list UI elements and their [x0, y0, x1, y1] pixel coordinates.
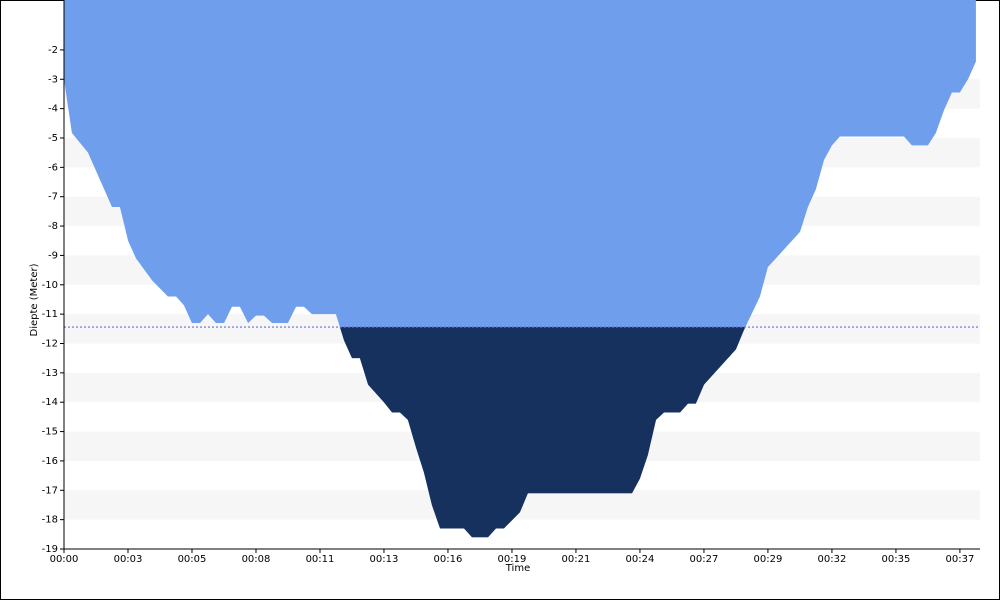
x-axis-label: Time [505, 563, 530, 574]
y-tick-label: -3 [48, 74, 58, 85]
x-tick-label: 00:05 [178, 554, 207, 565]
y-tick-label: -9 [48, 250, 58, 261]
y-tick-label: -5 [48, 133, 58, 144]
y-tick-label: -15 [42, 427, 58, 438]
x-tick-label: 00:21 [562, 554, 591, 565]
x-tick-label: 00:37 [945, 554, 974, 565]
x-tick-label: 00:11 [306, 554, 335, 565]
x-tick-label: 00:27 [690, 554, 719, 565]
y-axis-label: Diepte (Meter) [29, 263, 40, 336]
y-tick-label: -6 [48, 162, 58, 173]
y-tick-label: -18 [42, 515, 58, 526]
y-tick-label: -4 [48, 104, 58, 115]
x-tick-label: 00:19 [498, 554, 527, 565]
y-tick-label: -7 [48, 192, 58, 203]
x-tick-label: 00:24 [626, 554, 655, 565]
y-tick-label: -14 [42, 397, 58, 408]
y-tick-label: -19 [42, 544, 58, 555]
x-tick-label: 00:13 [370, 554, 399, 565]
x-tick-label: 00:00 [50, 554, 79, 565]
x-tick-label: 00:03 [114, 554, 143, 565]
y-tick-label: -16 [42, 456, 58, 467]
y-tick-label: -8 [48, 221, 58, 232]
y-tick-label: -11 [42, 309, 58, 320]
x-tick-label: 00:08 [242, 554, 271, 565]
y-tick-label: -12 [42, 338, 58, 349]
y-tick-label: -17 [42, 485, 58, 496]
x-tick-label: 00:35 [882, 554, 911, 565]
y-tick-label: -2 [48, 45, 58, 56]
x-tick-label: 00:32 [818, 554, 847, 565]
y-tick-label: -13 [42, 368, 58, 379]
y-tick-label: -10 [42, 280, 58, 291]
depth-area [64, 0, 976, 538]
x-tick-label: 00:16 [434, 554, 463, 565]
x-tick-label: 00:29 [754, 554, 783, 565]
below-threshold-area [339, 327, 746, 538]
